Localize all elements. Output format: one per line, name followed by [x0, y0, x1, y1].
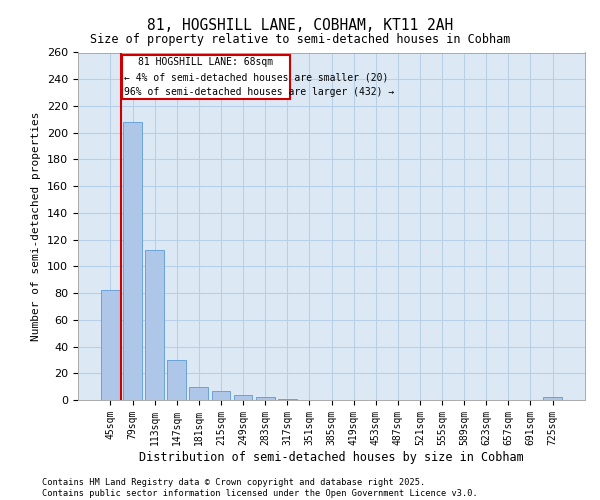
- Bar: [233, 394, 253, 400]
- Bar: [123, 122, 142, 400]
- Bar: [278, 398, 296, 400]
- Text: 81, HOGSHILL LANE, COBHAM, KT11 2AH: 81, HOGSHILL LANE, COBHAM, KT11 2AH: [147, 18, 453, 32]
- Y-axis label: Number of semi-detached properties: Number of semi-detached properties: [31, 112, 41, 341]
- X-axis label: Distribution of semi-detached houses by size in Cobham: Distribution of semi-detached houses by …: [139, 450, 524, 464]
- Bar: [101, 290, 120, 400]
- Text: ← 4% of semi-detached houses are smaller (20): ← 4% of semi-detached houses are smaller…: [124, 72, 389, 82]
- Bar: [190, 386, 208, 400]
- Bar: [543, 398, 562, 400]
- FancyBboxPatch shape: [122, 55, 290, 100]
- Text: Contains HM Land Registry data © Crown copyright and database right 2025.
Contai: Contains HM Land Registry data © Crown c…: [42, 478, 478, 498]
- Bar: [145, 250, 164, 400]
- Bar: [212, 390, 230, 400]
- Bar: [256, 398, 275, 400]
- Text: 81 HOGSHILL LANE: 68sqm: 81 HOGSHILL LANE: 68sqm: [139, 56, 274, 66]
- Text: 96% of semi-detached houses are larger (432) →: 96% of semi-detached houses are larger (…: [124, 86, 394, 97]
- Text: Size of property relative to semi-detached houses in Cobham: Size of property relative to semi-detach…: [90, 32, 510, 46]
- Bar: [167, 360, 186, 400]
